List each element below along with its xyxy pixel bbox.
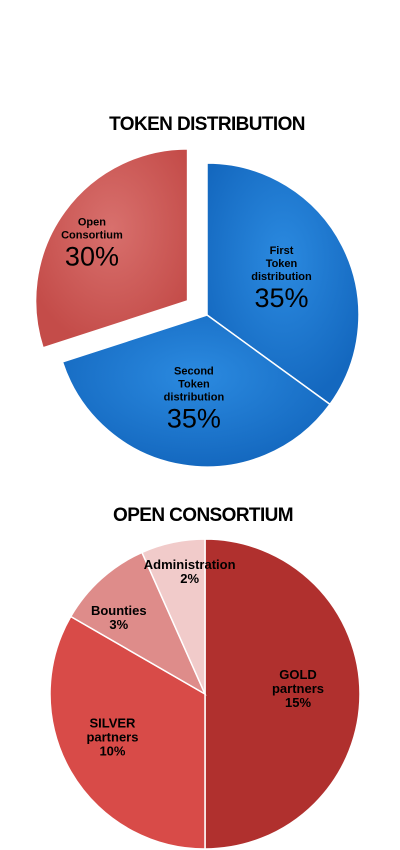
- slice-value-second-token-distribution: 35%: [167, 404, 221, 434]
- slice-label-bounties: Bounties: [91, 603, 147, 618]
- chart-title-token-distribution: TOKEN DISTRIBUTION: [109, 114, 305, 135]
- slice-label-administration: Administration: [144, 557, 236, 572]
- slice-value-silver-partners: 10%: [99, 744, 125, 759]
- slice-value-gold-partners: 15%: [285, 695, 311, 710]
- slice-value-open-consortium: 30%: [65, 241, 119, 271]
- slice-value-first-token-distribution: 35%: [254, 283, 308, 313]
- token-distribution-chart: TOKEN DISTRIBUTION First Token distributio…: [36, 114, 359, 467]
- slice-label-silver-partners: SILVER partners: [86, 716, 138, 745]
- slice-label-gold-partners: GOLD partners: [272, 667, 324, 696]
- chart-title-open-consortium: OPEN CONSORTIUM: [113, 505, 293, 526]
- slice-value-bounties: 3%: [109, 617, 128, 632]
- slice-value-administration: 2%: [180, 571, 199, 586]
